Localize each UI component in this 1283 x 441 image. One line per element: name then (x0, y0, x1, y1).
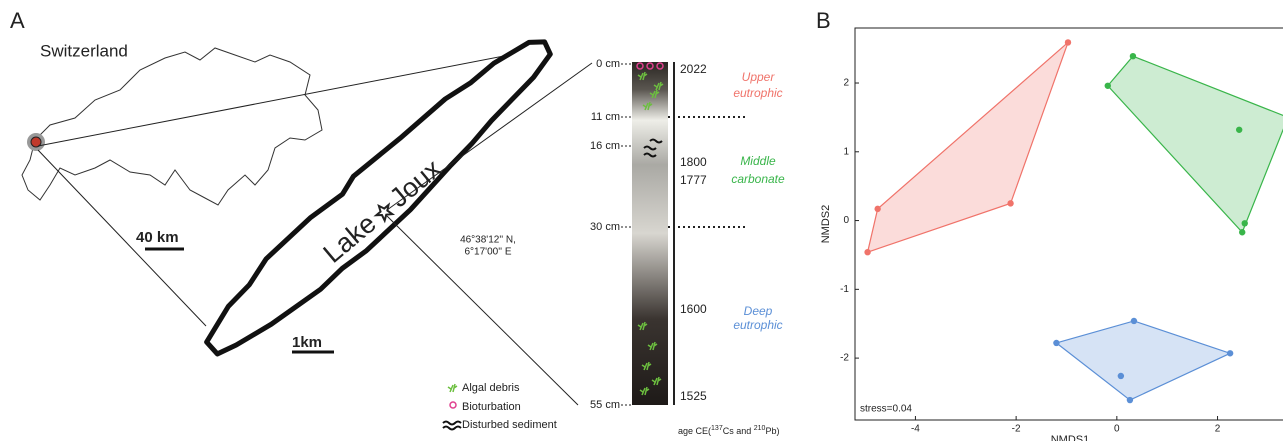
coordinates: 6°17'00'' E (465, 247, 512, 258)
panel-label: A (10, 8, 25, 33)
algal-icon (637, 321, 648, 331)
algal-icon (639, 386, 650, 396)
group-hull (1055, 320, 1232, 401)
core-annotations: 0 cm 11 cm 16 cm 30 cm 55 cm 2022 1800 1777 1600… (442, 58, 785, 431)
zone-label: Middle (740, 154, 776, 168)
age-label: 2022 (680, 62, 707, 76)
depth-label: 55 cm (590, 399, 620, 411)
point (874, 205, 881, 213)
caption-part: 137 (711, 425, 723, 432)
bioturbation-icon (656, 62, 664, 70)
point (1239, 229, 1246, 236)
y-axis-label: NMDS2 (820, 205, 832, 244)
y-tick-label: 1 (843, 146, 849, 157)
y-tick-label: 2 (843, 78, 849, 89)
plot-area: -4 -2 0 2 -2 -1 0 1 2 NMDS1 NMDS2 stress=0.04 (820, 39, 1283, 441)
depth-label: 16 cm (590, 140, 620, 152)
series-group (864, 39, 1283, 404)
zone-label: Upper (742, 70, 776, 84)
age-label: 1525 (680, 389, 707, 403)
country-outline (21, 47, 323, 206)
sediment-core (632, 62, 668, 405)
algal-icon (647, 341, 658, 351)
point (1130, 317, 1138, 325)
depth-label: 11 cm (591, 111, 620, 123)
annotation: stress=0.04 (860, 404, 912, 415)
point (1117, 372, 1125, 380)
point (1126, 396, 1134, 404)
legend-label: Algal debris (462, 382, 520, 394)
panel-label: B (816, 8, 831, 33)
zone-label: eutrophic (733, 86, 782, 100)
algal-icon (447, 383, 458, 393)
bioturbation-icon (636, 62, 644, 70)
group-hull (866, 40, 1070, 254)
point (864, 248, 871, 256)
zoom-line (386, 62, 593, 211)
x-tick-label: 2 (1215, 424, 1221, 435)
point (1241, 220, 1248, 227)
scale-label: 40 km (136, 229, 179, 246)
y-tick-label: -1 (840, 284, 849, 295)
y-tick-label: 0 (843, 215, 849, 226)
location-marker (30, 136, 42, 148)
point (1053, 339, 1060, 347)
wave (643, 152, 657, 158)
x-tick-label: -4 (911, 424, 920, 435)
algal-icon (651, 376, 662, 386)
age-caption: age CE(137Cs and 210Pb) (678, 425, 779, 437)
country-name: Switzerland (40, 41, 128, 60)
depth-label: 30 cm (590, 221, 620, 233)
disturbance-icon (442, 420, 462, 431)
point (1235, 126, 1243, 133)
zone-label: eutrophic (733, 318, 782, 332)
age-label: 1777 (680, 173, 707, 187)
point (1064, 39, 1072, 46)
wave (643, 145, 657, 151)
caption-part: Cs and (723, 426, 754, 436)
algal-icon (637, 71, 648, 81)
coordinates: 46°38'12'' N, (460, 235, 516, 246)
age-label: 1600 (680, 302, 707, 316)
y-tick-label: -2 (840, 353, 849, 364)
legend-label: Bioturbation (462, 401, 521, 413)
zoom-line (37, 149, 207, 327)
algal-icon (642, 101, 653, 111)
wave (649, 138, 663, 144)
lake-outline (204, 39, 553, 357)
algal-icon (649, 89, 660, 99)
disturbance-symbols (643, 138, 663, 158)
group-hull (1106, 55, 1283, 234)
point (1226, 350, 1234, 357)
age-label: 1800 (680, 155, 707, 169)
site-star (373, 202, 396, 224)
caption-part: Pb) (765, 426, 779, 436)
depth-label: 0 cm (596, 58, 620, 70)
x-tick-label: -2 (1012, 424, 1021, 435)
scale-label: 1km (292, 334, 322, 351)
bioturbation-icon (449, 401, 457, 409)
plot-frame (854, 27, 1283, 421)
caption-part: 210 (754, 425, 766, 432)
algal-icon (641, 361, 652, 371)
zoom-line (386, 215, 579, 406)
zoom-line (37, 47, 546, 147)
point (1104, 82, 1111, 89)
point (1129, 52, 1137, 60)
point (1007, 200, 1014, 207)
zone-label: Deep (744, 304, 773, 318)
x-axis-label: NMDS1 (1051, 434, 1090, 441)
zone-label: carbonate (731, 172, 785, 186)
algal-icon (653, 81, 664, 91)
bioturbation-icon (646, 62, 654, 70)
legend-label: Disturbed sediment (462, 419, 557, 431)
x-tick-label: 0 (1114, 424, 1120, 435)
caption-part: age CE( (678, 426, 711, 436)
